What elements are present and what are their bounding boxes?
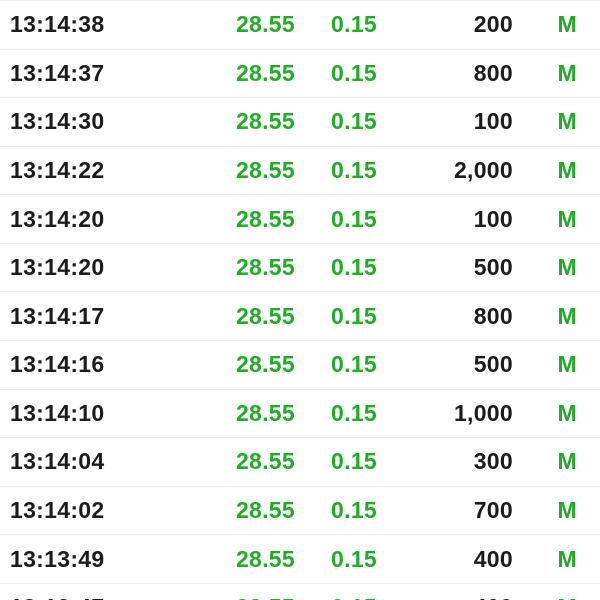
trade-flag-marker: M	[557, 157, 577, 184]
trade-flag-marker: M	[557, 11, 577, 38]
table-row: 13:13:47 28.55 0.15 400 M	[0, 582, 600, 600]
trade-flag-marker: M	[557, 497, 577, 524]
trade-price: 28.55	[235, 205, 295, 232]
table-row: 13:13:49 28.55 0.15 400 M	[0, 534, 600, 583]
trade-flag-marker: M	[557, 545, 577, 572]
table-row: 13:14:20 28.55 0.15 100 M	[0, 194, 600, 243]
table-row: 13:14:37 28.55 0.15 800 M	[0, 48, 600, 98]
trade-volume: 2,000	[453, 157, 513, 184]
trade-volume: 500	[473, 351, 513, 378]
trade-time: 13:13:49	[10, 545, 105, 572]
trade-price: 28.55	[235, 108, 295, 135]
trade-flag-marker: M	[557, 399, 577, 426]
trade-price: 28.55	[235, 351, 295, 378]
trade-change: 0.15	[331, 497, 377, 524]
trade-change: 0.15	[331, 545, 377, 572]
trade-price: 28.55	[150, 594, 295, 600]
trade-change: 0.15	[331, 157, 377, 184]
trade-volume: 400	[377, 594, 513, 600]
table-row: 13:14:02 28.55 0.15 700 M	[0, 485, 600, 535]
trade-price: 28.55	[235, 302, 295, 329]
trade-volume: 500	[473, 254, 513, 281]
trade-flag-marker: M	[557, 448, 577, 475]
trade-price: 28.55	[235, 59, 295, 86]
trade-flag-marker: M	[557, 351, 577, 378]
trade-price: 28.55	[235, 448, 295, 475]
trade-price: 28.55	[235, 11, 295, 38]
trade-volume: 200	[473, 11, 513, 38]
trade-volume: 700	[473, 497, 513, 524]
trade-flag-marker: M	[557, 108, 577, 135]
trade-time: 13:14:20	[10, 205, 105, 232]
trade-volume: 400	[473, 545, 513, 572]
trade-flag-marker: M	[557, 205, 577, 232]
trade-time: 13:14:22	[10, 157, 105, 184]
trade-change: 0.15	[331, 399, 377, 426]
trade-price: 28.55	[235, 545, 295, 572]
trade-time: 13:14:04	[10, 448, 105, 475]
trade-change: 0.15	[331, 108, 377, 135]
trade-volume: 100	[473, 205, 513, 232]
trade-flag-marker: M	[557, 302, 577, 329]
trade-change: 0.15	[331, 302, 377, 329]
trade-volume: 800	[473, 59, 513, 86]
trade-time: 13:14:30	[10, 108, 105, 135]
trade-volume: 300	[473, 448, 513, 475]
trade-change: 0.15	[331, 351, 377, 378]
table-row: 13:14:16 28.55 0.15 500 M	[0, 340, 600, 389]
trade-flag-marker: M	[513, 594, 577, 600]
trade-flag-marker: M	[557, 59, 577, 86]
table-row: 13:14:17 28.55 0.15 800 M	[0, 291, 600, 340]
trade-change: 0.15	[331, 448, 377, 475]
trade-volume: 1,000	[453, 399, 513, 426]
trade-price: 28.55	[235, 399, 295, 426]
table-row: 13:14:38 28.55 0.15 200 M	[0, 0, 600, 49]
trade-price: 28.55	[235, 157, 295, 184]
trade-time: 13:14:16	[10, 351, 105, 378]
table-row: 13:14:22 28.55 0.15 2,000 M	[0, 145, 600, 195]
trade-change: 0.15	[331, 205, 377, 232]
table-row: 13:14:20 28.55 0.15 500 M	[0, 242, 600, 292]
trade-price: 28.55	[235, 497, 295, 524]
trade-change: 0.15	[295, 594, 377, 600]
trade-change: 0.15	[331, 254, 377, 281]
table-row: 13:14:10 28.55 0.15 1,000 M	[0, 388, 600, 438]
table-row: 13:14:30 28.55 0.15 100 M	[0, 97, 600, 146]
table-row: 13:14:04 28.55 0.15 300 M	[0, 437, 600, 486]
trade-time: 13:14:20	[10, 254, 105, 281]
trade-time: 13:13:47	[0, 594, 150, 600]
trade-volume: 800	[473, 302, 513, 329]
trade-time: 13:14:10	[10, 399, 105, 426]
trade-change: 0.15	[331, 59, 377, 86]
trade-time: 13:14:38	[10, 11, 105, 38]
trade-time: 13:14:02	[10, 497, 105, 524]
trade-time: 13:14:37	[10, 59, 105, 86]
trade-time: 13:14:17	[10, 302, 105, 329]
trade-change: 0.15	[331, 11, 377, 38]
trade-flag-marker: M	[557, 254, 577, 281]
trade-volume: 100	[473, 108, 513, 135]
trade-price: 28.55	[235, 254, 295, 281]
